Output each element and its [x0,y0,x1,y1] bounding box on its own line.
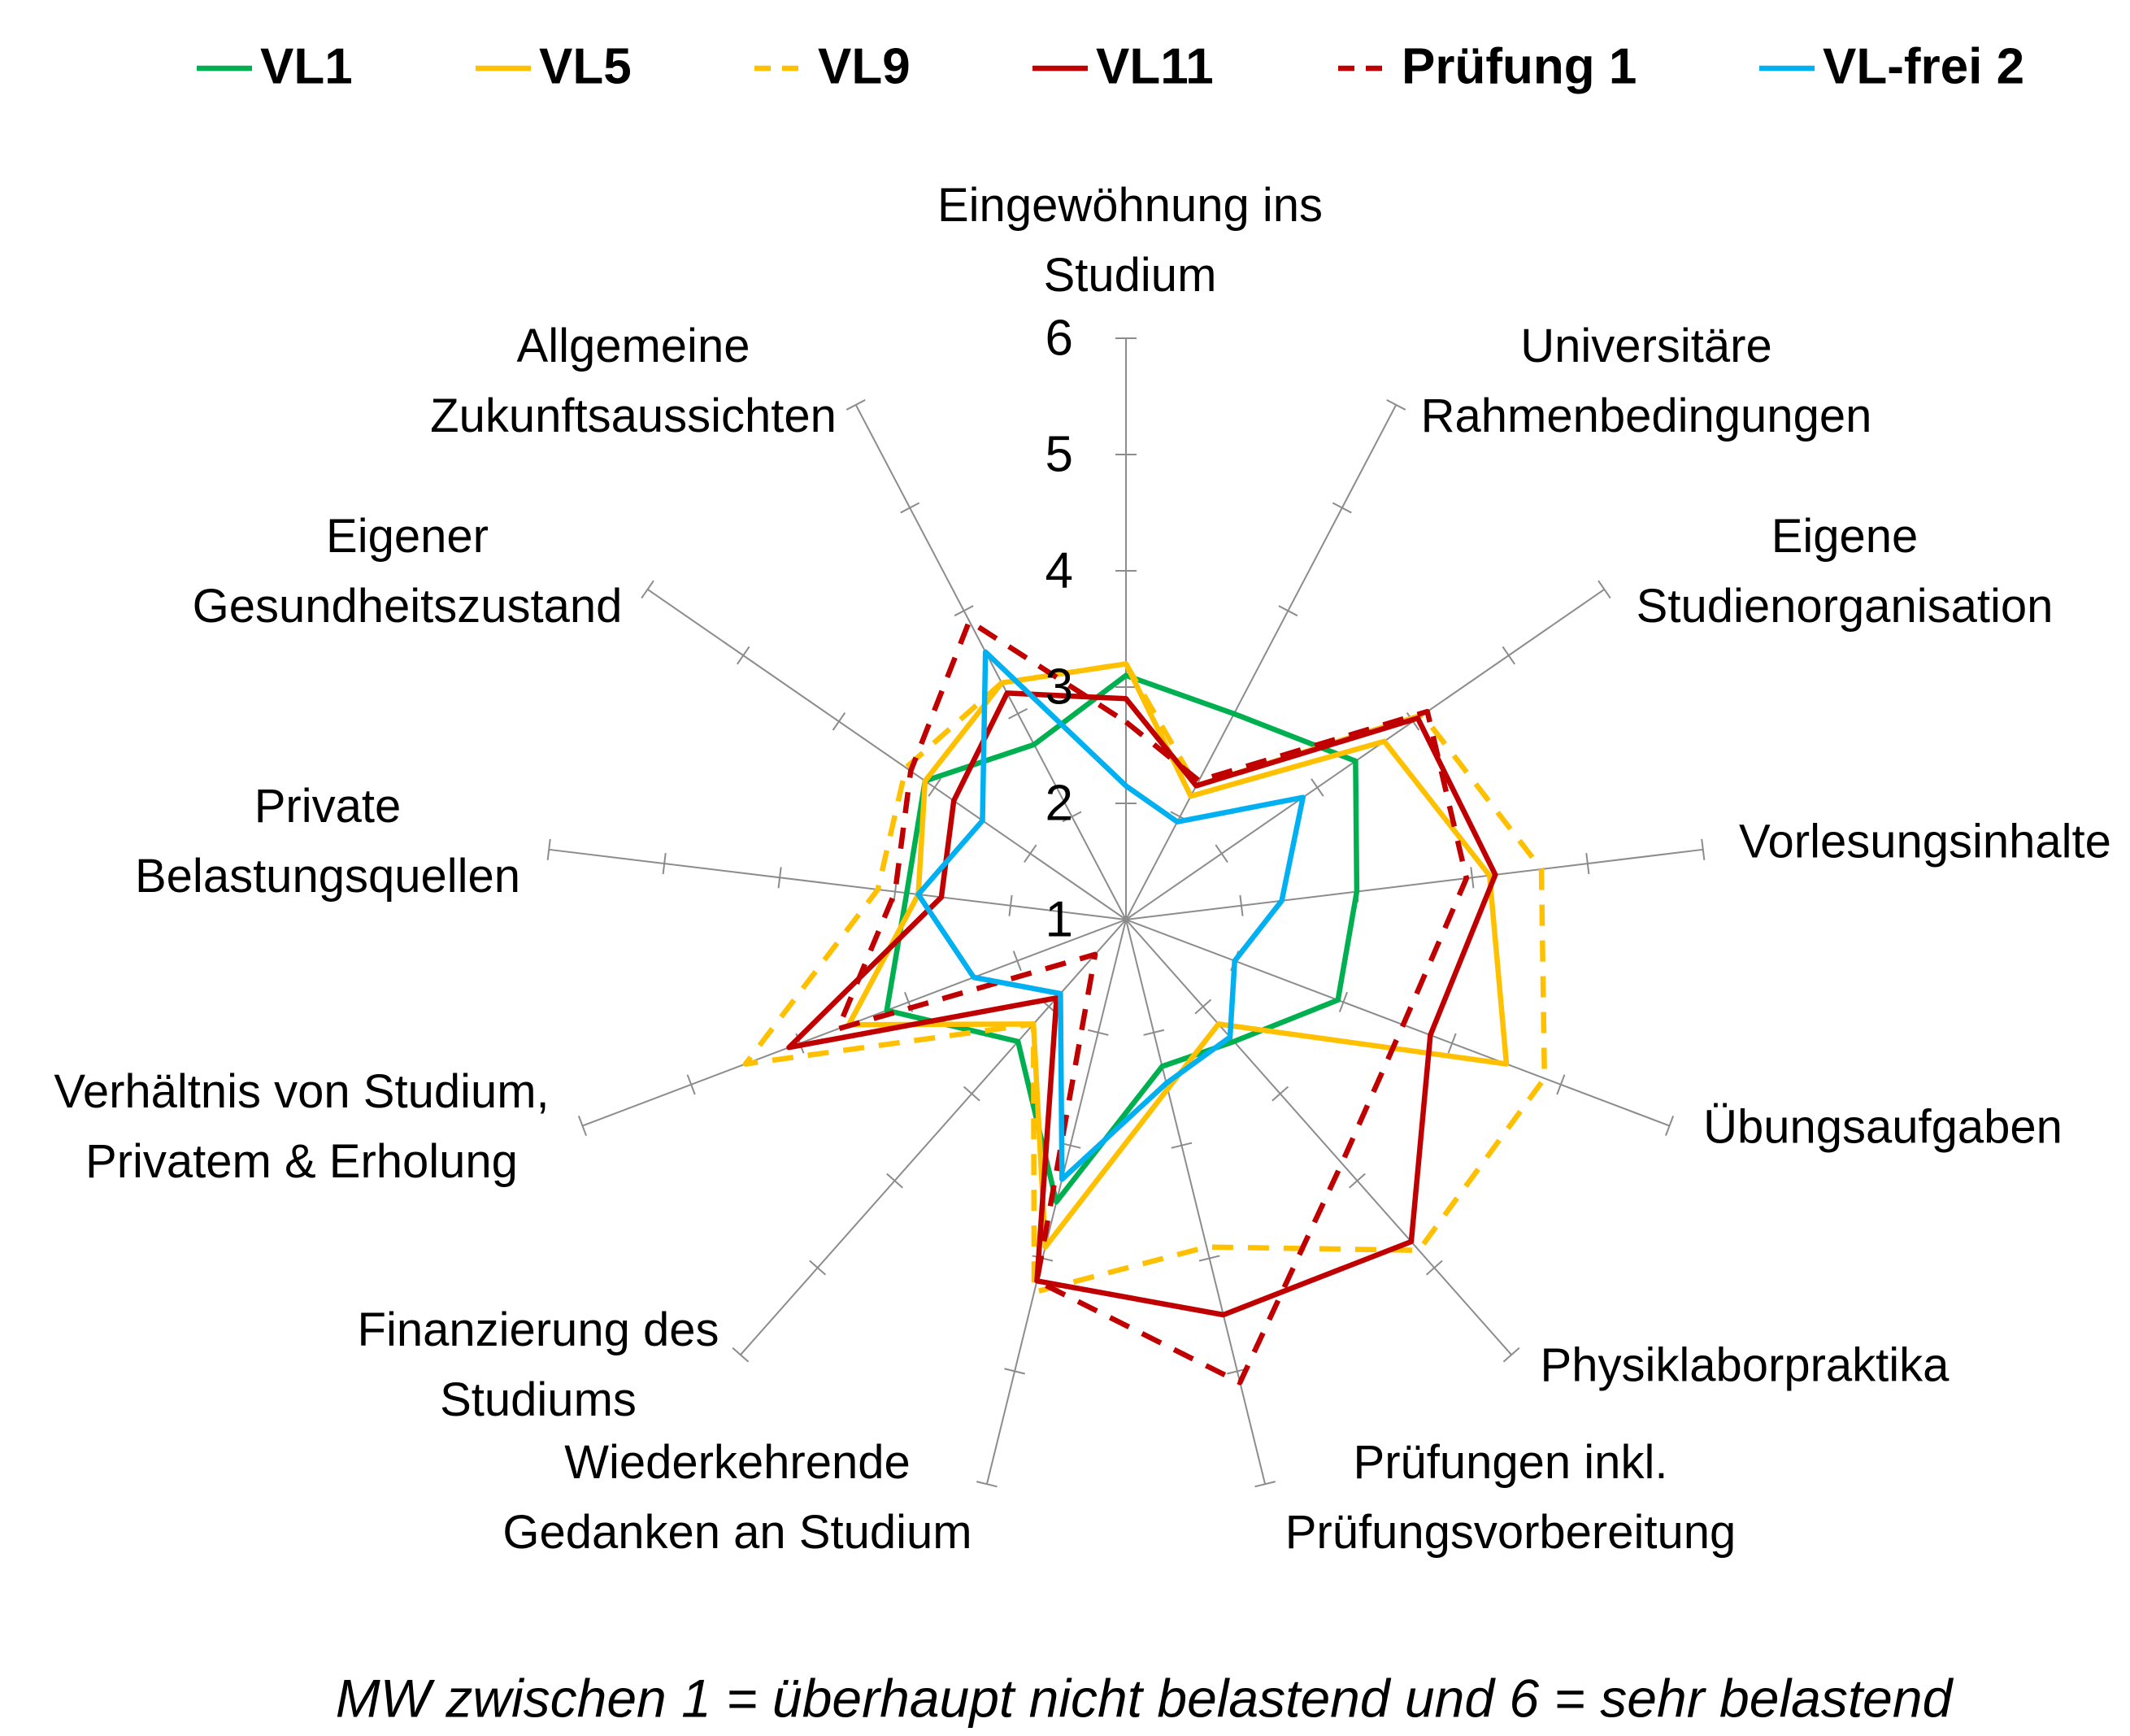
axis-tick [546,838,551,860]
axis-tick [1701,838,1706,860]
r-tick-label: 6 [1045,310,1073,366]
axis-tick [954,605,974,617]
category-label: Eigene Studienorganisation [1637,510,2054,633]
radial-axis [1125,919,1267,1485]
axis-tick [900,502,920,514]
axis-tick [1198,1255,1220,1262]
axis-tick [1349,1173,1366,1189]
radial-axis [854,404,1127,920]
radial-axis [549,848,1127,920]
axis-tick [809,1260,827,1276]
axis-tick [1254,1481,1276,1488]
axis-tick [1502,1347,1520,1363]
axis-tick [1143,1029,1165,1036]
axis-tick [1338,991,1348,1012]
axis-tick [886,1173,903,1189]
axis-tick [1664,1116,1675,1137]
axis-tick [1425,1260,1443,1276]
axis-tick [777,867,782,889]
axis-tick [1024,844,1037,864]
category-label: Private Belastungsquellen [135,780,520,903]
axis-tick [963,1086,980,1102]
radial-axis [1125,404,1398,920]
category-label: Eingewöhnung ins Studium [937,179,1323,302]
legend-label: VL11 [1096,38,1214,94]
series-line [845,661,1510,1250]
category-label: Physiklaborpraktika [1541,1338,1950,1391]
axis-tick [1008,707,1028,720]
r-tick-label: 4 [1045,542,1073,598]
axis-tick [1012,951,1022,972]
legend-label: Prüfung 1 [1402,38,1637,94]
r-tick-label: 1 [1045,891,1073,947]
category-label: Universitäre Rahmenbedingungen [1421,320,1872,442]
axis-tick [845,398,866,411]
axis-tick [1386,398,1406,411]
category-label: Verhältnis von Studium, Privatem & Erholu… [54,1065,549,1188]
axis-tick [1271,1086,1289,1102]
category-label: Allgemeine Zukunftsaussichten [430,320,837,442]
axis-tick [1556,1074,1566,1095]
category-label: Übungsaufgaben [1703,1100,2063,1153]
axis-tick [832,712,846,731]
axis-tick [1585,853,1590,875]
axis-tick [1215,844,1228,864]
legend-label: VL5 [539,38,632,94]
r-tick-label: 2 [1045,775,1073,831]
axis-tick [1470,867,1475,889]
axis-tick [732,1347,750,1363]
category-label: Vorlesungsinhalte [1739,815,2111,868]
axis-tick [1004,1368,1025,1375]
series-line [835,618,1470,1386]
axis-tick [928,778,941,797]
axis-tick [1278,605,1298,617]
legend-label: VL-frei 2 [1823,38,2024,94]
series-line [915,649,1306,1182]
r-tick-label: 5 [1045,426,1073,482]
axis-tick [1502,646,1515,665]
axis-tick [1239,894,1244,916]
radial-axis [1125,589,1606,920]
category-label: Finanzierung des Studiums [358,1303,719,1426]
radial-axis [646,589,1127,920]
caption: MW zwischen 1 = überhaupt nicht belasten… [336,1668,1954,1728]
axis-tick [893,881,898,903]
legend-label: VL9 [818,38,911,94]
axis-tick [737,646,750,665]
category-label: Prüfungen inkl. Prüfungsvorbereitung [1285,1436,1737,1559]
radial-axis [1125,919,1670,1127]
axis-tick [1311,778,1324,797]
axis-tick [1087,1029,1109,1036]
series-line [742,661,1548,1295]
r-tick-label: 3 [1045,659,1073,715]
radial-axis [1125,919,1512,1355]
series-line [786,690,1498,1318]
axis-tick [577,1116,588,1137]
axis-tick [1171,1142,1193,1149]
category-label: Wiederkehrende Gedanken an Studium [502,1436,972,1559]
axis-tick [976,1481,998,1488]
legend-label: VL1 [260,38,353,94]
axis-tick [1194,999,1212,1015]
axis-tick [1008,894,1013,916]
radial-axis [740,919,1127,1355]
radial-axis [1125,848,1703,920]
axis-tick [686,1074,696,1095]
axis-tick [1598,580,1611,599]
axis-tick [1447,1033,1457,1054]
axis-tick [662,853,667,875]
axis-tick [1062,811,1082,823]
category-label: Eigener Gesundheitszustand [193,510,623,633]
axis-tick [641,580,654,599]
axis-tick [1332,502,1352,514]
